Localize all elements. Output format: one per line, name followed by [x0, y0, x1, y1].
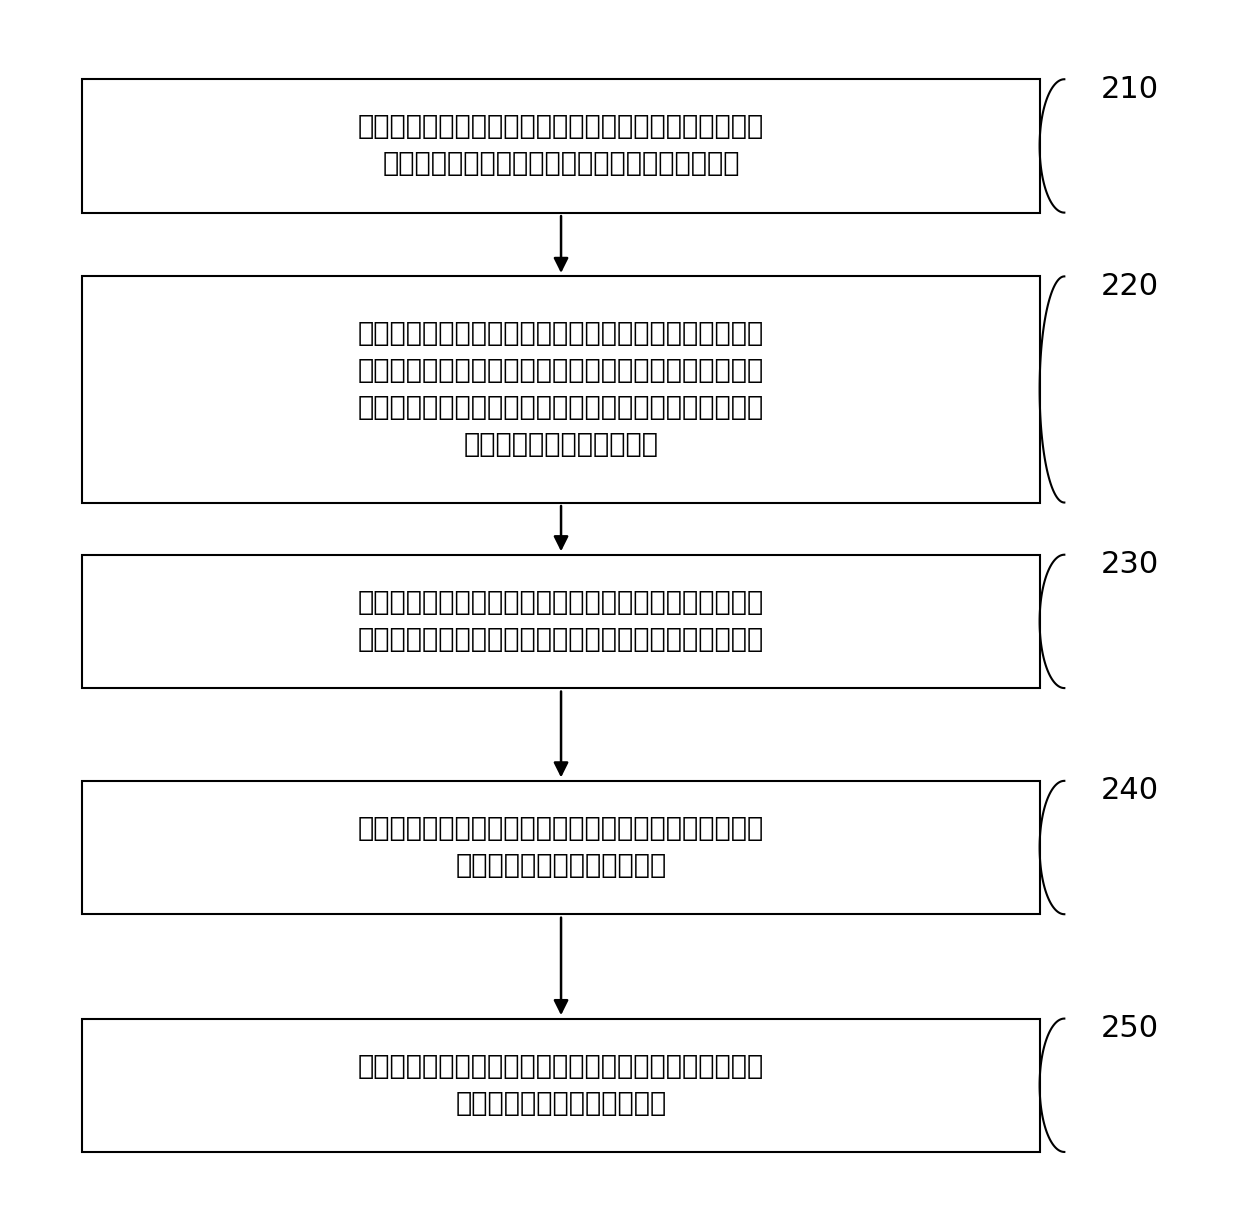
Text: 信号和右声道信号的反相信号: 信号和右声道信号的反相信号 [455, 1091, 667, 1117]
Text: 处理芯片将每帧音频信号中的第二音频数据以第一音频数: 处理芯片将每帧音频信号中的第二音频数据以第一音频数 [358, 321, 764, 347]
Text: 第一解码器基于第一音频数据和第一反相数据输出左声道: 第一解码器基于第一音频数据和第一反相数据输出左声道 [358, 815, 764, 842]
Text: 210: 210 [1101, 75, 1158, 104]
Text: 第二解码器基于第二音频数据和第二反相数据输出右声道: 第二解码器基于第二音频数据和第二反相数据输出右声道 [358, 1053, 764, 1080]
Text: 处理芯片接收音频信号，其中，每帧音频信号包括左声道: 处理芯片接收音频信号，其中，每帧音频信号包括左声道 [358, 115, 764, 140]
Bar [83, 1018, 1039, 1152]
Text: 240: 240 [1101, 777, 1158, 806]
Text: 器，并将第二音频数据和第二反相数据发送到第二解码器: 器，并将第二音频数据和第二反相数据发送到第二解码器 [358, 627, 764, 654]
Text: 频数据以第二音频数据的反相数据进行替换，分别得到第: 频数据以第二音频数据的反相数据进行替换，分别得到第 [358, 395, 764, 422]
Text: 信号和左声道信号的反相信号: 信号和左声道信号的反相信号 [455, 853, 667, 879]
Bar [83, 780, 1039, 914]
Text: 230: 230 [1101, 550, 1159, 579]
Text: 对应的第一音频数据与右声道对应的第二音频数据: 对应的第一音频数据与右声道对应的第二音频数据 [382, 151, 740, 178]
Text: 处理芯片将第一音频数据和第一反相数据发送到第一解码: 处理芯片将第一音频数据和第一反相数据发送到第一解码 [358, 590, 764, 616]
Bar [83, 277, 1039, 503]
Text: 250: 250 [1101, 1014, 1158, 1043]
Bar [83, 80, 1039, 213]
Text: 一反相数据和第二反相数据: 一反相数据和第二反相数据 [464, 432, 658, 458]
Text: 220: 220 [1101, 272, 1158, 301]
Text: 据的反相数据进行替换，以及将每帧音频信号中的第一音: 据的反相数据进行替换，以及将每帧音频信号中的第一音 [358, 358, 764, 384]
Bar [83, 554, 1039, 689]
